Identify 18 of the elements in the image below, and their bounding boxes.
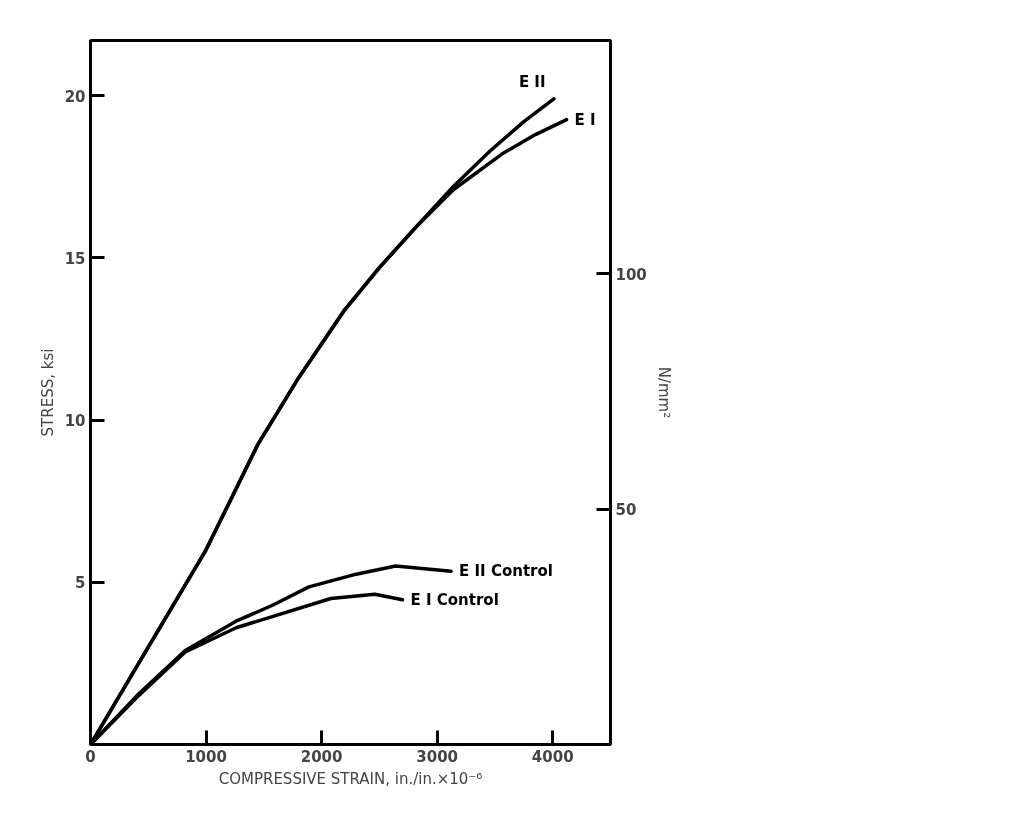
x-axis-title: COMPRESSIVE STRAIN, in./in.×10⁻⁶ [218,769,483,788]
series-label: E I Control [410,590,499,609]
x-tick-label: 3000 [416,747,459,766]
x-tick-label: 1000 [185,747,227,766]
y-tick-label: 20 [64,87,86,106]
y2-tick-label: 50 [615,501,637,520]
series-label: E II [518,72,546,91]
y-tick-label: 5 [75,574,86,593]
x-tick-label: 4000 [531,747,574,766]
x-tick-label: 2000 [300,747,343,766]
y2-axis-title: N/mm² [654,366,673,419]
x-tick-label: 0 [85,747,96,766]
y-tick-label: 15 [64,249,86,268]
y-axis-title: STRESS, ksi [38,348,57,437]
series-label: E II Control [459,562,553,581]
y-tick-label: 10 [64,412,86,431]
series-label: E I [574,110,596,129]
y2-tick-label: 100 [615,265,647,284]
